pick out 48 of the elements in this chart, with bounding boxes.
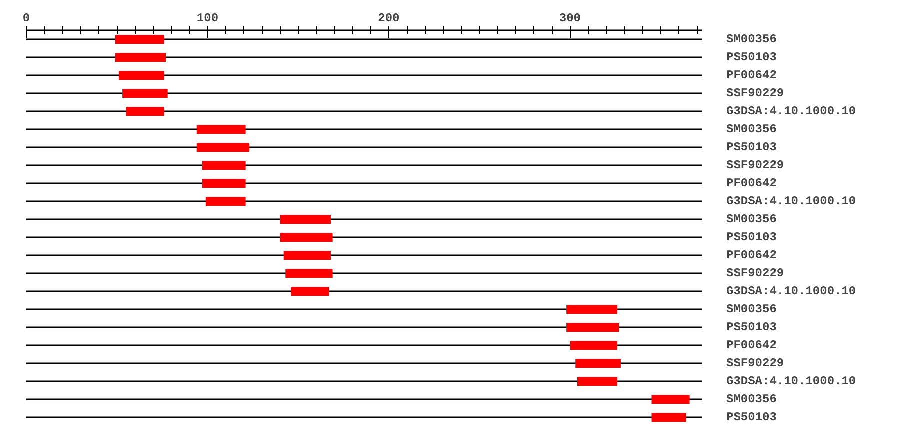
y-tick-label: SSF90229 [726, 356, 784, 370]
bar [570, 341, 618, 350]
bar [652, 413, 686, 422]
x-tick-label: 100 [196, 12, 219, 26]
y-tick-label: PS50103 [726, 410, 777, 424]
bar [196, 143, 250, 152]
y-tick-label: PF00642 [726, 176, 777, 190]
bar [566, 305, 618, 314]
bar [280, 215, 331, 224]
bar [576, 359, 621, 368]
y-tick-label: G3DSA:4.10.1000.10 [726, 104, 856, 118]
bar [206, 197, 246, 206]
y-tick-label: SSF90229 [726, 86, 784, 100]
bar [291, 287, 330, 296]
bar [652, 395, 690, 404]
y-tick-label: PS50103 [726, 230, 777, 244]
y-tick-label: PS50103 [726, 320, 777, 334]
y-tick-label: SM00356 [726, 32, 777, 46]
bar [115, 35, 164, 44]
bar [202, 179, 246, 188]
y-tick-label: PS50103 [726, 50, 777, 64]
y-tick-label: PS50103 [726, 140, 777, 154]
y-tick-label: SSF90229 [726, 158, 784, 172]
y-tick-label: PF00642 [726, 248, 777, 262]
y-tick-label: PF00642 [726, 68, 777, 82]
y-tick-label: SM00356 [726, 392, 777, 406]
y-tick-label: SSF90229 [726, 266, 784, 280]
x-tick-label: 0 [22, 12, 30, 26]
y-tick-label: SM00356 [726, 122, 777, 136]
x-tick-label: 200 [378, 12, 400, 26]
bar [280, 233, 333, 242]
bar [126, 107, 164, 116]
y-tick-label: G3DSA:4.10.1000.10 [726, 284, 856, 298]
y-tick-label: SM00356 [726, 212, 777, 226]
x-tick-label: 300 [559, 12, 582, 26]
bar [566, 323, 620, 332]
y-tick-label: G3DSA:4.10.1000.10 [726, 194, 856, 208]
bar [115, 53, 166, 62]
bar [118, 71, 164, 80]
bar [196, 125, 246, 134]
bar [284, 251, 331, 260]
y-tick-label: G3DSA:4.10.1000.10 [726, 374, 856, 388]
bar [286, 269, 333, 278]
y-tick-label: PF00642 [726, 338, 777, 352]
y-tick-label: SM00356 [726, 302, 777, 316]
bar [577, 377, 618, 386]
bar [122, 89, 168, 98]
bar [202, 161, 246, 170]
